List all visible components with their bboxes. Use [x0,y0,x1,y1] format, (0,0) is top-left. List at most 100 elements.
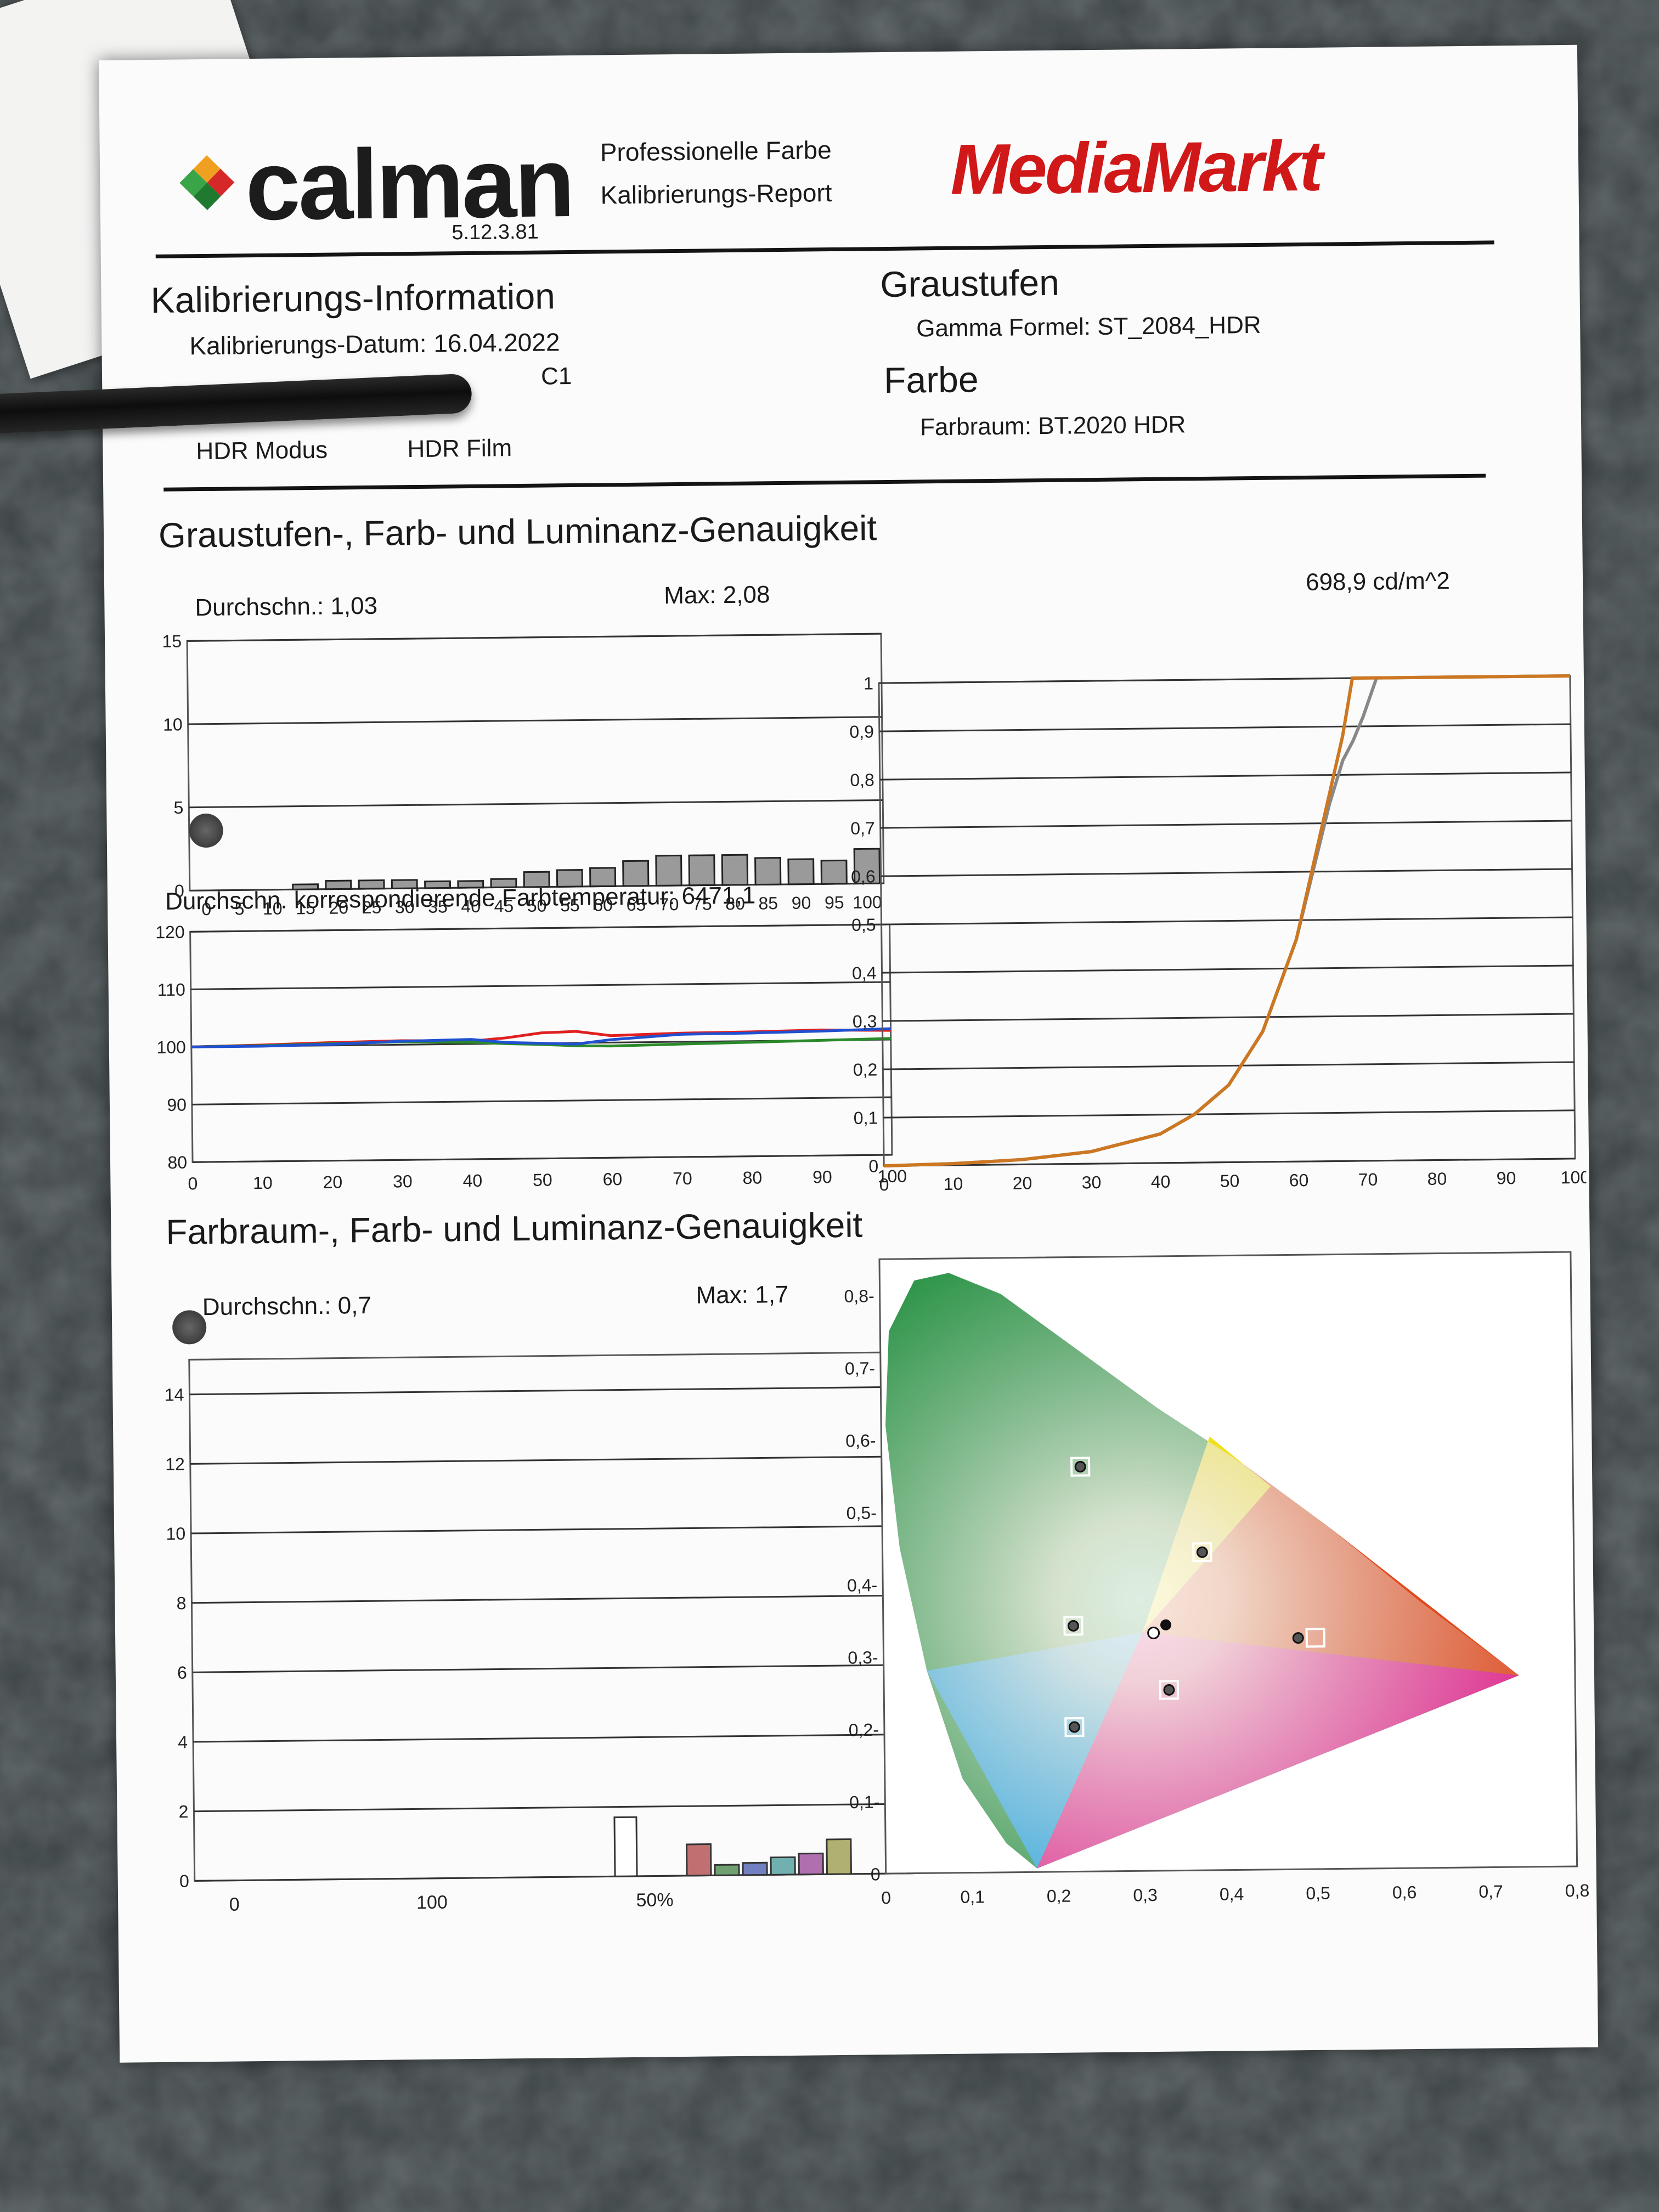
gridline [881,916,1573,926]
y-tick-label: 14 [165,1385,184,1404]
version-label: 5.12.3.81 [452,220,539,245]
x-tick-label: 40 [461,896,481,916]
y-tick-label: 0,9 [849,721,874,741]
x-tick-label: 100 [877,1166,907,1187]
target-marker [1063,1616,1084,1636]
y-tick-label: 0,2- [849,1720,879,1740]
cie-white-glow [885,1273,1519,1869]
bar [820,859,848,885]
x-tick-label: 70 [659,894,679,914]
bar [613,1816,638,1877]
y-tick-label: 10 [166,1523,185,1543]
bar [358,879,385,890]
colorspace-de-max: Max: 1,7 [696,1280,789,1309]
y-tick-label: 100 [156,1037,186,1058]
measured-marker [1196,1546,1208,1558]
y-tick-label: 0,7 [850,818,875,838]
bar [523,871,550,888]
x-tick-label: 40 [462,1171,482,1190]
colorspace-de-chart: 0 2 4 6 8 10 12 14 0 100 50% [165,1351,915,1915]
bar [754,857,782,886]
x-tick-label: 90 [1496,1168,1516,1188]
x-tick-label: 100 [853,892,882,912]
gridline [882,1013,1574,1022]
grayscale-de-chart: 0 5 10 15 0 5 10 15 20 25 30 35 40 45 50 55 60 65 70 75 80 85… [162,631,885,919]
x-tick-label: 50 [1220,1171,1240,1190]
y-tick-label: 0,8 [850,770,874,789]
x-tick-label: 0 [229,1894,240,1915]
gridline [883,1061,1575,1070]
x-tick-label: 0,8 [1565,1881,1590,1900]
bar [490,878,517,889]
model-value: C1 [540,363,572,390]
x-tick-label: 70 [1358,1170,1378,1189]
colorspace-de-avg: Durchschn.: 0,7 [202,1291,372,1321]
gridline [194,1803,913,1813]
gridline [191,1525,910,1534]
y-tick-label: 0,3- [848,1647,878,1668]
white-target-marker [1147,1627,1160,1640]
x-tick-label: 60 [593,895,613,915]
report-title-line1: Professionelle Farbe [600,136,832,167]
x-tick-label: 30 [395,897,415,917]
bar [685,1843,712,1877]
info-rule [163,473,1486,492]
y-tick-label: 0,8- [844,1286,874,1306]
eotf-chart: 00,10,20,30,40,50,60,70,80,910 10 20 30 40 50… [849,673,1587,1194]
x-tick-label: 0 [188,1173,198,1193]
measured-marker [1067,1620,1079,1632]
x-tick-label: 60 [1289,1170,1309,1190]
x-tick-label: 70 [673,1169,692,1188]
x-tick-label: 45 [494,896,514,916]
x-tick-label: 90 [812,1167,832,1187]
x-tick-label: 80 [1427,1169,1447,1188]
gridline [190,981,890,990]
y-tick-label: 0,3 [853,1011,877,1031]
bar [556,869,583,888]
x-tick-label: 65 [626,895,646,915]
bar [391,879,418,890]
y-tick-label: 0 [179,1871,189,1891]
bar [770,1856,796,1876]
y-tick-label: 10 [163,714,183,734]
y-tick-label: 80 [167,1153,187,1172]
bar [292,883,319,890]
punch-hole [172,1310,207,1345]
x-tick-label: 0 [879,1175,889,1194]
bar [798,1852,824,1876]
x-tick-label: 95 [825,893,844,912]
x-tick-label: 15 [296,898,315,918]
bar [424,880,452,889]
target-marker [1192,1542,1212,1562]
plot-frame [186,633,885,891]
y-tick-label: 0,5 [851,915,876,934]
bar [721,854,749,886]
y-tick-label: 1 [864,673,873,693]
cct-chart: 80 90 100 110 120 0 10 20 30 40 50 60 70 80 90 100 [155,922,907,1194]
y-tick-label: 0 [174,881,184,901]
x-tick-label: 0,7 [1479,1881,1503,1901]
measured-marker [1163,1684,1175,1696]
x-tick-label: 0,3 [1133,1885,1158,1905]
y-tick-label: 110 [157,980,185,1000]
grayscale-de-avg: Durchschn.: 1,03 [195,592,378,622]
bar [853,848,881,885]
x-tick-label: 0,4 [1220,1884,1244,1904]
x-tick-label: 80 [725,894,745,913]
x-tick-label: 10 [944,1174,963,1194]
x-tick-label: 0,5 [1306,1883,1330,1903]
section2-title: Farbraum-, Farb- und Luminanz-Genauigkei… [165,1205,863,1252]
punch-hole [189,813,224,848]
gridline [188,716,882,725]
gridline [881,868,1572,877]
x-tick-label: 0,1 [960,1887,985,1906]
gridline [884,1158,1576,1167]
x-tick-label: 60 [602,1169,622,1189]
bar [742,1861,768,1876]
y-tick-label: 0 [871,1864,881,1884]
target-marker [1070,1457,1091,1477]
gridline [880,820,1572,829]
y-tick-label: 2 [178,1802,188,1821]
bar [655,854,682,887]
info-title: Kalibrierungs-Information [150,275,556,321]
